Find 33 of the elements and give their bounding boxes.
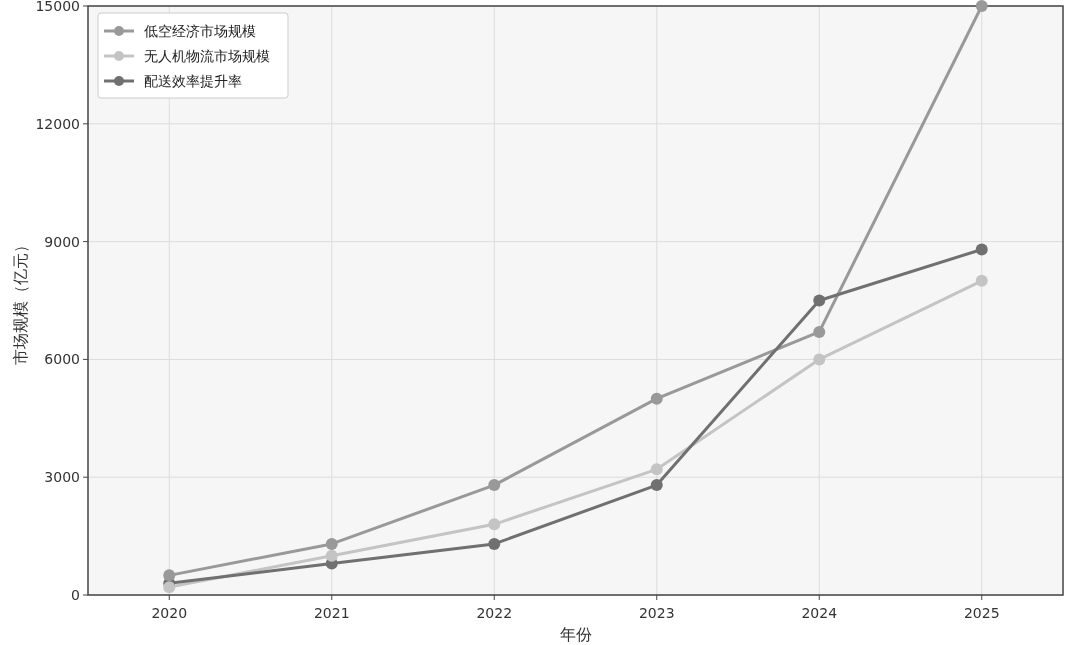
y-tick-label: 6000 — [44, 351, 80, 368]
point — [650, 463, 663, 476]
y-tick-label: 3000 — [44, 469, 80, 486]
point — [975, 274, 988, 287]
point — [813, 353, 826, 366]
point — [650, 392, 663, 405]
legend-label: 配送效率提升率 — [144, 73, 242, 89]
point — [163, 569, 176, 582]
x-tick-label: 2023 — [638, 605, 675, 621]
x-tick-label: 2025 — [963, 605, 1000, 621]
point — [325, 537, 338, 550]
point — [488, 537, 501, 550]
y-tick-label: 0 — [71, 587, 80, 603]
point — [325, 549, 338, 562]
point — [813, 325, 826, 338]
point — [975, 243, 988, 256]
x-tick-label: 2021 — [313, 605, 350, 621]
y-axis-title: 市场规模（亿元） — [11, 236, 30, 365]
y-tick-label: 15000 — [35, 0, 80, 14]
point — [163, 581, 176, 594]
point — [650, 479, 663, 492]
y-tick-label: 9000 — [44, 233, 80, 250]
point — [488, 479, 501, 492]
legend-label: 无人机物流市场规模 — [144, 48, 270, 64]
point — [975, 0, 988, 12]
legend-label: 低空经济市场规模 — [144, 23, 256, 39]
x-tick-label: 2024 — [801, 605, 838, 621]
x-tick-label: 2022 — [476, 605, 513, 621]
x-axis-title: 年份 — [559, 625, 592, 644]
x-tick-label: 2020 — [151, 605, 188, 621]
point — [488, 518, 501, 531]
y-tick-label: 12000 — [35, 115, 80, 132]
point — [813, 294, 826, 307]
